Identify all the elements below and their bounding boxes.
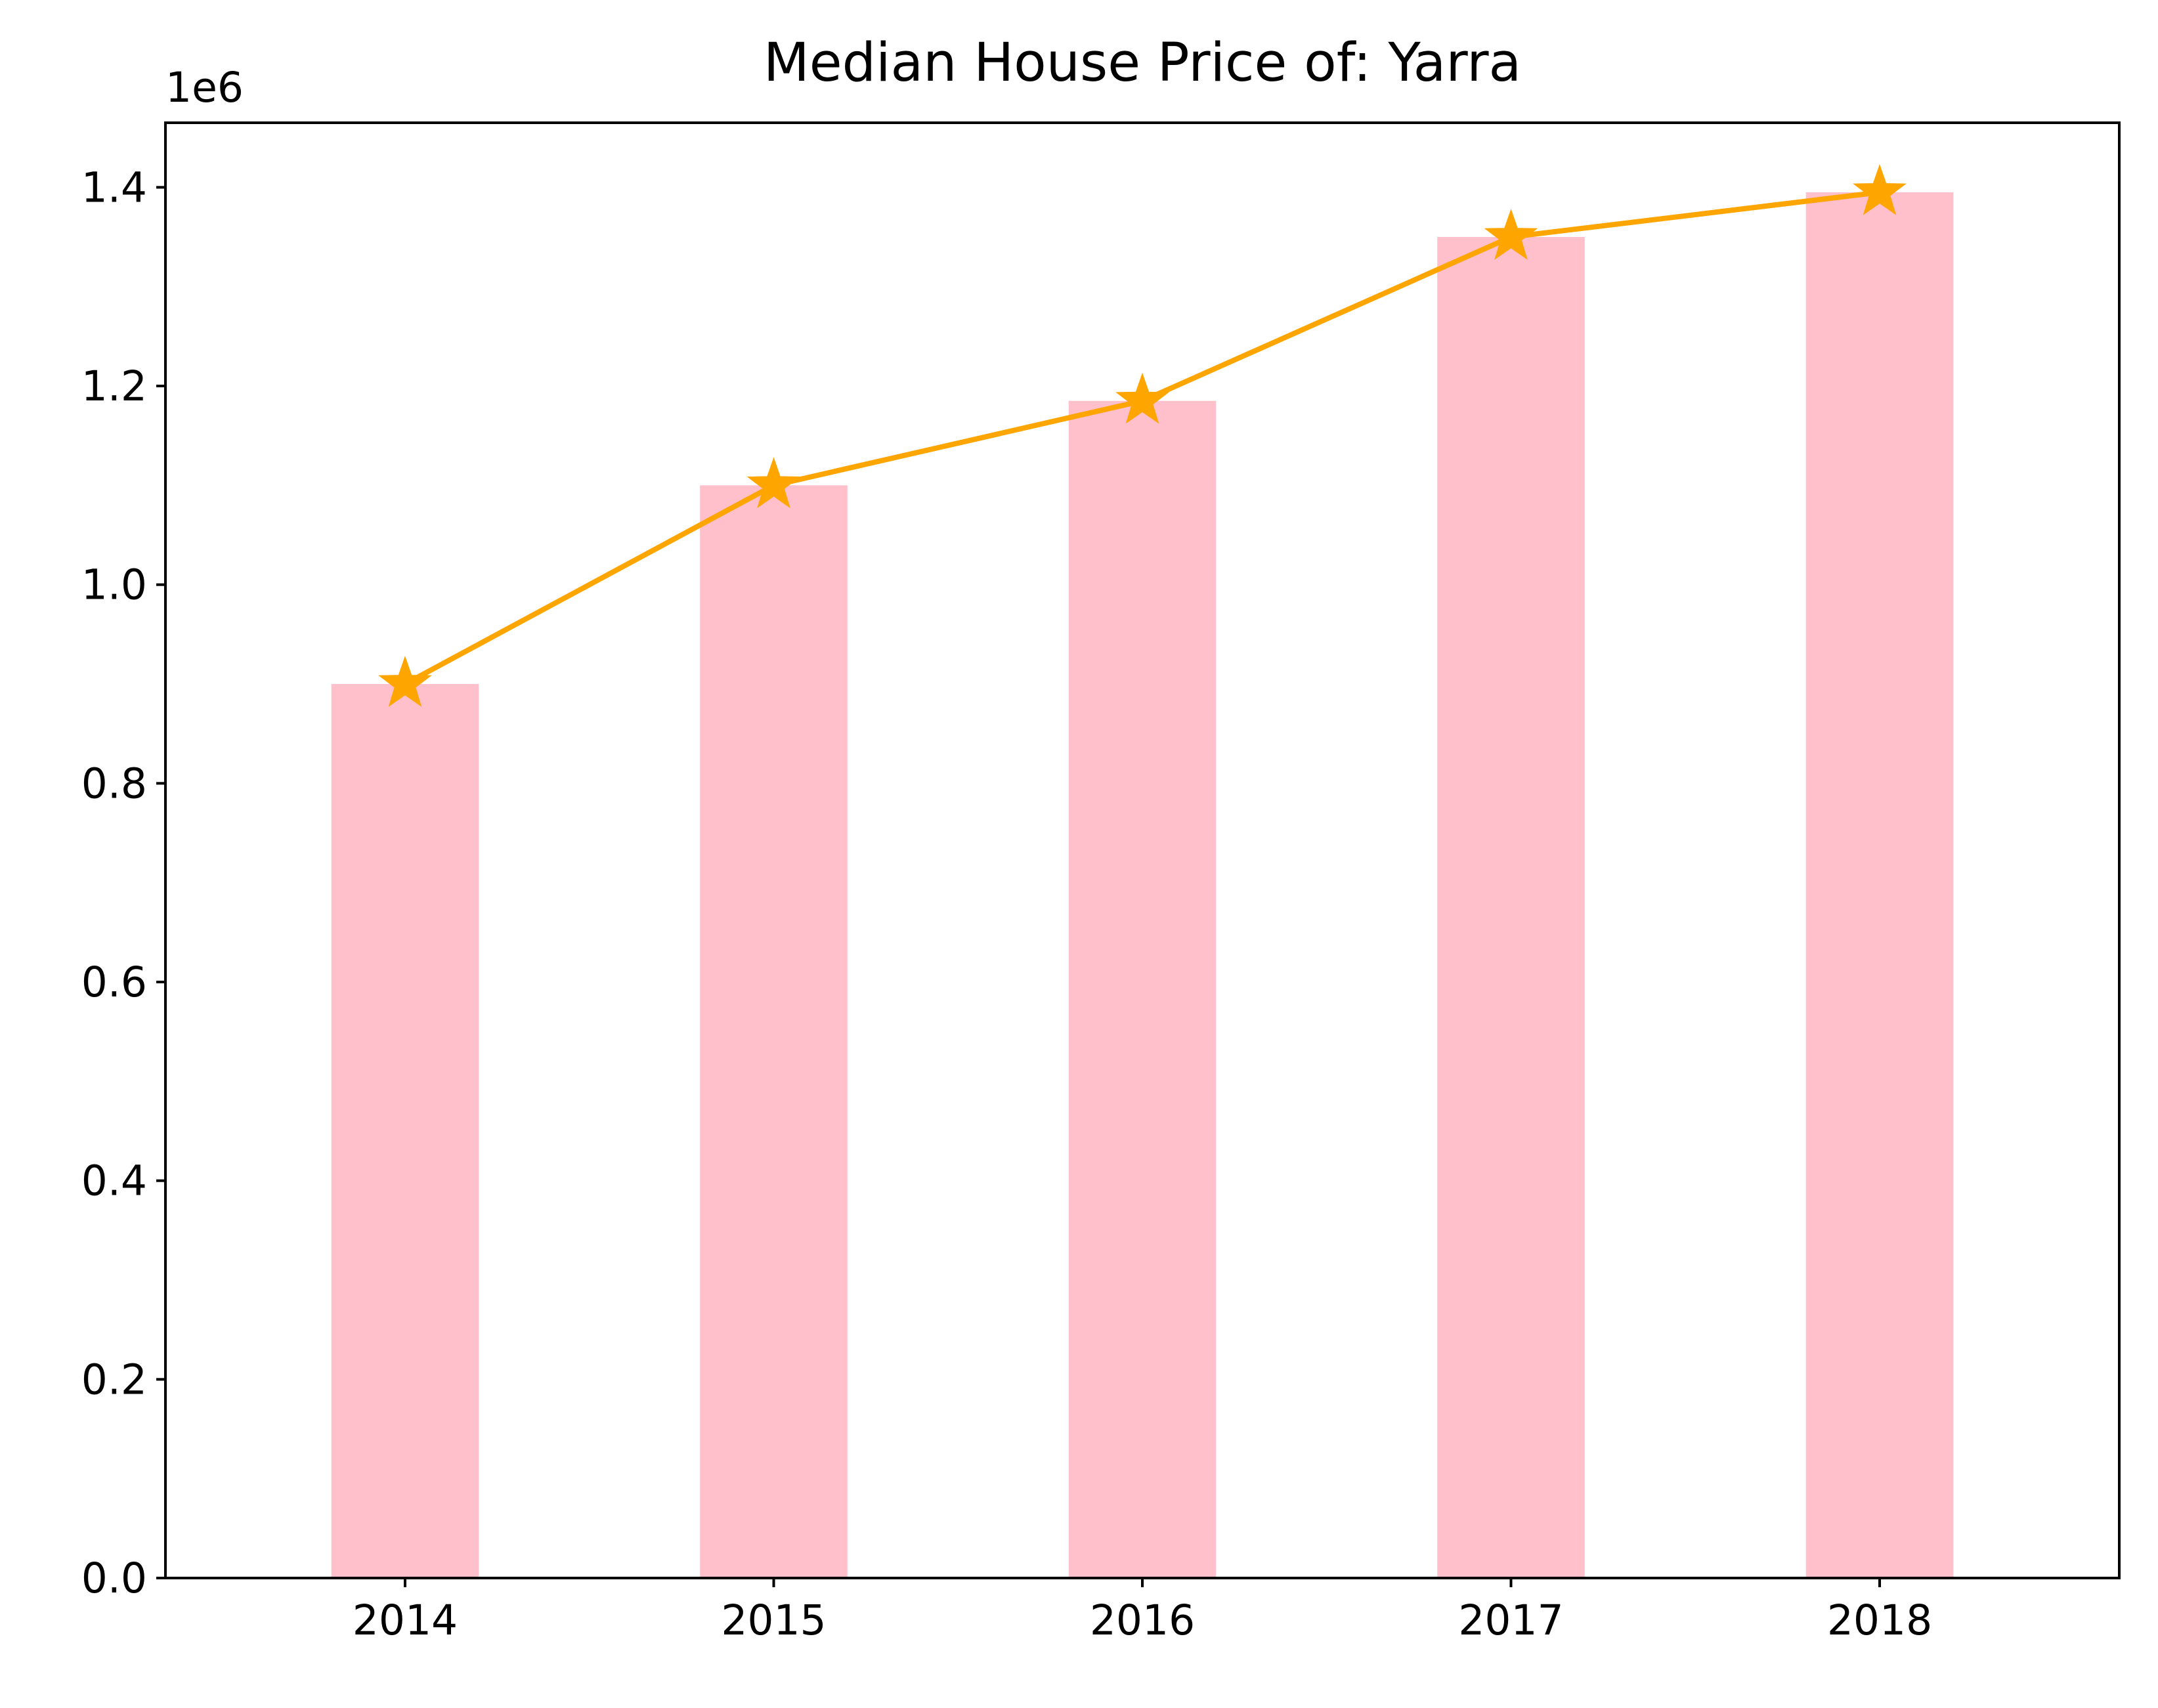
line-layer xyxy=(378,163,1907,707)
star-marker-2017 xyxy=(1484,208,1538,260)
bar-2014 xyxy=(331,684,479,1578)
x-tick-label: 2018 xyxy=(1827,1596,1932,1644)
chart-title: Median House Price of: Yarra xyxy=(764,32,1521,94)
y-tick-label: 0.8 xyxy=(81,759,147,807)
x-tick-label: 2017 xyxy=(1458,1596,1563,1644)
bars-layer xyxy=(331,192,1954,1579)
bar-2016 xyxy=(1068,400,1217,1578)
bar-2017 xyxy=(1437,237,1585,1578)
y-tick-label: 0.6 xyxy=(81,958,147,1006)
y-tick-label: 0.2 xyxy=(81,1356,147,1403)
y-tick-label: 1.0 xyxy=(81,561,147,609)
star-marker-2018 xyxy=(1853,163,1907,215)
ticks-layer: 0.0 0.2 0.4 0.6 0.8 1.0 1.2 1.4 2014 2015 2016 2017… xyxy=(81,163,1932,1644)
star-marker-2014 xyxy=(378,655,432,707)
y-tick-label: 1.4 xyxy=(81,163,147,211)
y-offset-text: 1e6 xyxy=(165,64,244,112)
x-tick-label: 2015 xyxy=(721,1596,826,1644)
y-tick-label: 0.0 xyxy=(81,1554,147,1602)
bar-2018 xyxy=(1805,192,1954,1579)
star-marker-2016 xyxy=(1115,372,1169,424)
y-tick-label: 1.2 xyxy=(81,362,147,410)
x-tick-label: 2016 xyxy=(1090,1596,1195,1644)
bar-2015 xyxy=(700,485,848,1578)
x-tick-label: 2014 xyxy=(353,1596,458,1644)
y-tick-label: 0.4 xyxy=(81,1157,147,1205)
star-marker-2015 xyxy=(746,457,801,509)
